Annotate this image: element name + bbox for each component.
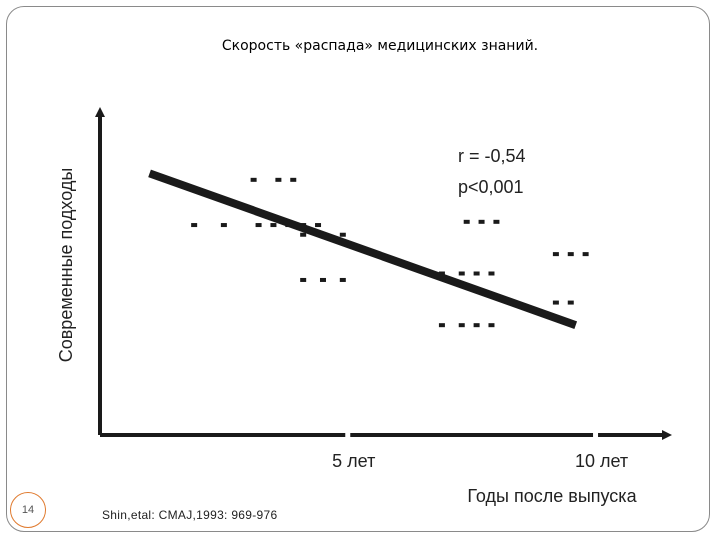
data-point-2 — [290, 177, 297, 182]
x-tick-label-1: 10 лет — [575, 451, 628, 471]
data-point-27 — [567, 300, 574, 305]
data-point-29 — [458, 323, 465, 328]
x-tick-label-0: 5 лет — [332, 451, 375, 471]
data-point-0 — [250, 177, 257, 182]
data-point-3 — [191, 223, 198, 228]
data-point-12 — [339, 232, 346, 237]
data-point-21 — [473, 271, 480, 276]
slide-title: Скорость «распада» медицинских знаний. — [221, 38, 539, 54]
data-point-15 — [493, 219, 500, 224]
y-axis-label: Современные подходы — [56, 168, 76, 363]
data-point-26 — [552, 300, 559, 305]
data-point-1 — [275, 177, 282, 182]
data-point-28 — [438, 323, 445, 328]
x-axis-label: Годы после выпуска — [467, 486, 637, 506]
data-point-17 — [319, 277, 326, 282]
data-point-6 — [270, 223, 277, 228]
data-point-13 — [463, 219, 470, 224]
citation: Shin,etal: CMAJ,1993: 969-976 — [102, 508, 278, 522]
data-point-30 — [473, 323, 480, 328]
annotation-0: r = -0,54 — [458, 146, 526, 166]
slide-frame — [6, 6, 710, 532]
data-point-16 — [300, 277, 307, 282]
data-point-25 — [582, 252, 589, 257]
data-point-9 — [315, 223, 322, 228]
data-point-4 — [220, 223, 227, 228]
page-number-badge: 14 — [10, 492, 46, 528]
data-point-22 — [488, 271, 495, 276]
annotation-1: p<0,001 — [458, 177, 524, 197]
data-point-14 — [478, 219, 485, 224]
data-point-23 — [552, 252, 559, 257]
data-point-20 — [458, 271, 465, 276]
data-point-31 — [488, 323, 495, 328]
trend-line — [148, 169, 578, 329]
data-point-24 — [567, 252, 574, 257]
data-point-18 — [339, 277, 346, 282]
data-point-5 — [255, 223, 262, 228]
data-point-10 — [300, 232, 307, 237]
